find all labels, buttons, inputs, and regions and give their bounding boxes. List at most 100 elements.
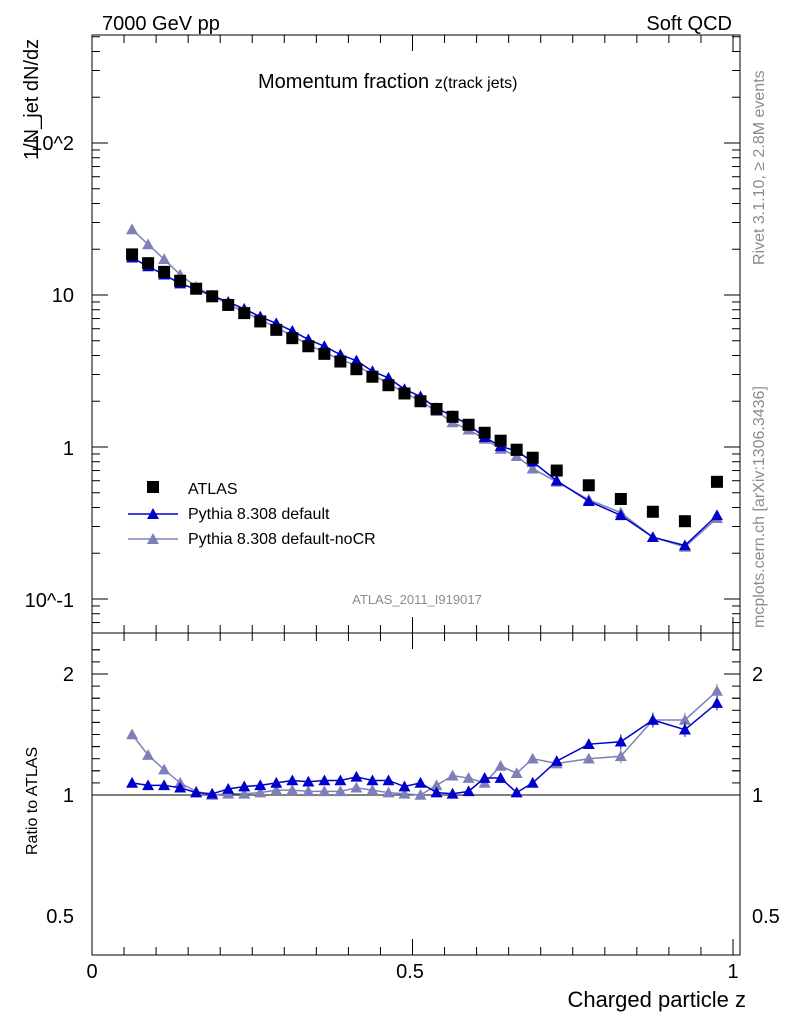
ratio-point-default xyxy=(550,755,563,766)
ratio-point-nocr xyxy=(678,713,691,725)
main-point-nocr xyxy=(126,223,139,235)
ratio-ytick-label-right: 1 xyxy=(752,785,763,807)
ratio-point-nocr xyxy=(334,785,347,797)
main-point-atlas xyxy=(206,290,219,303)
main-point-nocr xyxy=(526,462,539,474)
ratio-ytick-label: 0.5 xyxy=(46,906,74,928)
rivet-label: Rivet 3.1.10, ≥ 2.8M events xyxy=(751,70,768,265)
main-ytick-label: 10^-1 xyxy=(25,590,74,612)
ratio-point-nocr xyxy=(382,786,395,798)
legend-label-default: Pythia 8.308 default xyxy=(188,506,330,523)
xtick-label: 0 xyxy=(86,961,97,983)
main-point-atlas xyxy=(350,363,363,376)
ratio-point-nocr xyxy=(398,787,411,799)
ratio-point-default xyxy=(302,775,315,787)
main-title-text: Momentum fraction xyxy=(258,71,435,93)
ratio-point-nocr xyxy=(462,772,475,783)
main-point-atlas xyxy=(334,355,347,368)
ratio-y-axis-label: Ratio to ATLAS xyxy=(24,747,41,855)
ratio-point-default xyxy=(462,785,475,797)
main-series-line-nocr xyxy=(131,228,718,548)
energy-label: 7000 GeV pp xyxy=(102,13,220,35)
main-point-default xyxy=(582,495,595,506)
main-point-atlas xyxy=(710,475,723,488)
ratio-point-nocr xyxy=(254,786,267,798)
ratio-point-nocr xyxy=(238,787,251,799)
ratio-point-nocr xyxy=(494,759,507,771)
legend-marker-nocr xyxy=(147,533,159,544)
ratio-point-nocr xyxy=(366,784,379,795)
main-point-atlas xyxy=(582,479,595,492)
ratio-point-default xyxy=(646,713,659,725)
main-point-atlas xyxy=(270,323,283,336)
ratio-series-layer xyxy=(126,683,723,800)
main-point-atlas xyxy=(398,387,411,400)
ratio-point-nocr xyxy=(414,789,427,800)
ratio-point-default xyxy=(366,774,379,786)
main-point-atlas xyxy=(494,434,507,447)
analysis-id-label: ATLAS_2011_I919017 xyxy=(352,592,482,607)
ratio-point-default xyxy=(126,776,139,788)
legend: ATLAS Pythia 8.308 default Pythia 8.308 … xyxy=(128,481,376,548)
main-point-default xyxy=(678,539,691,551)
ratio-point-default xyxy=(286,774,299,786)
main-point-atlas xyxy=(526,451,539,464)
main-title-subscript: z(track jets) xyxy=(435,75,518,92)
main-point-atlas xyxy=(174,274,187,287)
main-point-atlas xyxy=(550,464,563,477)
ratio-point-nocr xyxy=(614,750,627,762)
main-point-atlas xyxy=(382,379,395,392)
ratio-point-nocr xyxy=(302,785,315,797)
ratio-point-default xyxy=(254,779,267,791)
main-point-default xyxy=(614,509,627,521)
legend-marker-default xyxy=(147,508,159,519)
main-point-atlas xyxy=(126,248,139,261)
main-x-ticks xyxy=(91,35,734,633)
ratio-point-default xyxy=(430,786,443,798)
ratio-panel: Ratio to ATLAS 2 1 0.5 2 1 0.5 0 0.5 1 C… xyxy=(24,632,780,1012)
ratio-point-default xyxy=(414,776,427,788)
main-point-atlas xyxy=(414,395,427,408)
ratio-ytick-label-right: 0.5 xyxy=(752,906,780,928)
ratio-point-default xyxy=(350,770,363,782)
ratio-point-default xyxy=(582,738,595,749)
ratio-point-nocr xyxy=(350,781,363,793)
main-title: Momentum fraction z(track jets) xyxy=(258,71,517,93)
ratio-point-default xyxy=(334,774,347,786)
main-point-atlas xyxy=(142,257,155,270)
main-series-layer xyxy=(126,223,723,552)
ratio-point-nocr xyxy=(526,752,539,764)
main-point-default xyxy=(646,531,659,543)
main-point-default xyxy=(550,474,563,486)
main-point-atlas xyxy=(614,492,627,505)
main-point-atlas xyxy=(238,307,251,320)
main-point-atlas xyxy=(302,340,315,353)
main-y-ticks xyxy=(92,36,740,624)
main-point-atlas xyxy=(254,315,267,328)
main-point-atlas xyxy=(318,347,331,360)
ratio-point-default xyxy=(614,735,627,747)
main-point-atlas xyxy=(462,418,475,431)
ratio-series-line-nocr xyxy=(131,690,718,796)
ratio-point-default xyxy=(526,776,539,788)
ratio-point-default xyxy=(190,786,203,798)
xtick-label: 0.5 xyxy=(396,961,424,983)
ratio-point-default xyxy=(206,787,219,799)
ratio-point-nocr xyxy=(710,684,723,696)
ratio-point-default xyxy=(142,779,155,791)
ratio-point-default xyxy=(494,772,507,783)
ratio-ytick-label: 2 xyxy=(63,664,74,686)
legend-label-atlas: ATLAS xyxy=(188,481,238,498)
main-panel: Momentum fraction z(track jets) 1/N_jet … xyxy=(21,34,741,634)
ratio-ytick-label: 1 xyxy=(63,785,74,807)
ratio-point-default xyxy=(678,723,691,735)
x-axis-label: Charged particle z xyxy=(567,987,746,1012)
main-ytick-label: 10^2 xyxy=(31,133,74,155)
ratio-point-nocr xyxy=(510,767,523,779)
ratio-point-default xyxy=(710,697,723,708)
ratio-point-nocr xyxy=(158,763,171,775)
ratio-point-nocr xyxy=(318,785,331,797)
main-point-atlas xyxy=(646,505,659,518)
ratio-point-default xyxy=(222,782,235,794)
ratio-ytick-label-right: 2 xyxy=(752,664,763,686)
